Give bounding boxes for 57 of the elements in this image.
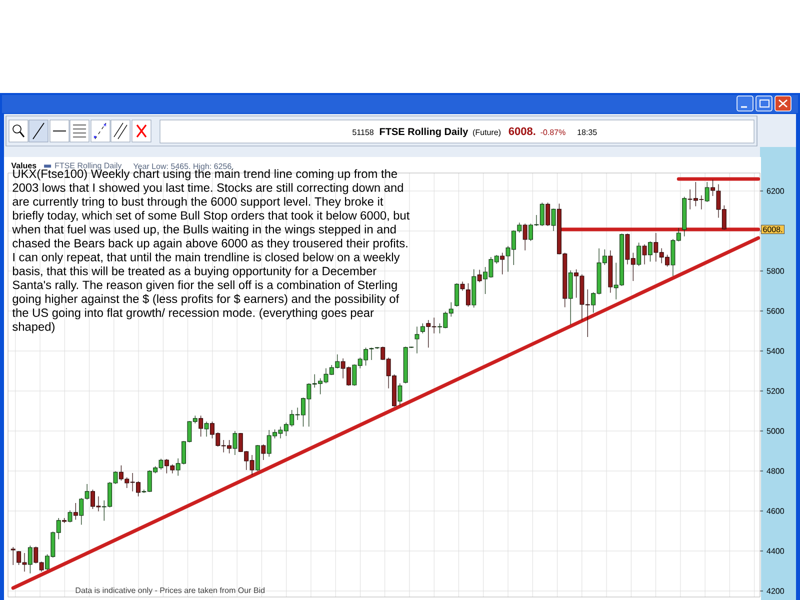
candlestick xyxy=(39,561,44,572)
y-tick-label: 4200 xyxy=(766,588,784,594)
candlestick xyxy=(10,546,16,566)
y-tick-label: 6200 xyxy=(766,188,784,194)
text: FTSE Rolling Daily xyxy=(55,162,122,170)
candlestick xyxy=(398,383,402,406)
annotation: 6008. xyxy=(763,226,782,232)
candlestick xyxy=(79,498,84,526)
candlestick xyxy=(477,269,482,282)
legend-title: Values xyxy=(11,162,36,168)
candlestick xyxy=(73,502,78,520)
text: 18:35 xyxy=(578,129,597,136)
candlestick xyxy=(551,208,556,232)
candlestick xyxy=(500,252,505,275)
candlestick xyxy=(62,518,67,524)
text: Year Low: 5465. High: 6256. xyxy=(133,163,234,171)
y-tick-label: 4400 xyxy=(766,548,784,554)
candlestick xyxy=(608,250,613,294)
text: (Future) xyxy=(473,129,501,137)
text: -0.87% xyxy=(540,129,566,136)
chart-title: FTSE Rolling Daily xyxy=(380,128,468,138)
candlestick xyxy=(648,241,652,262)
candlestick xyxy=(232,430,238,456)
candlestick xyxy=(454,282,460,307)
candlestick xyxy=(68,510,72,523)
candlestick xyxy=(546,202,550,226)
candlestick xyxy=(466,282,470,307)
y-tick-label: 5800 xyxy=(766,268,784,274)
candlestick xyxy=(84,484,90,500)
candlestick xyxy=(704,182,710,202)
candlestick xyxy=(198,415,204,437)
y-tick-label: 4800 xyxy=(766,468,784,474)
candlestick xyxy=(34,546,38,564)
y-tick-label: 5200 xyxy=(766,388,784,394)
candlestick xyxy=(414,326,420,354)
annotation: Data is indicative only - Prices are taken from Our Bid xyxy=(76,587,265,595)
candlestick xyxy=(16,550,22,566)
candlestick xyxy=(472,268,476,308)
y-tick-label: 5600 xyxy=(766,308,784,314)
text: UKX(Ftse100) Weekly chart using the main trend line coming up from the 2003 lows that I showed you last time. Stocks are still correcting down and are currently tring to bust through the 6000 support level. They broke it briefly today, which set of some Bull Stop orders that took it below 6000, but when that fuel was used up, the Bulls waiting in the wings stepped in and chased the Bears back up again above 6000 as they trousered their profits. I can only repeat, that until the main trendline is closed below on a weekly basis, that this will be treated as a buying opportunity for a December Santa's rally. The reason given fior the sell off is a combination of Sterling going higher against the $ (less profits for $ earners) and the possibility of the US going into flat growth/ recession mode. (everything goes pear shaped) xyxy=(12,169,410,334)
candlestick xyxy=(636,242,642,266)
y-tick-label: 4600 xyxy=(766,508,784,514)
text: 51158 xyxy=(352,129,374,136)
candlestick xyxy=(420,323,425,334)
y-tick-label: 5000 xyxy=(766,428,784,434)
candlestick xyxy=(261,444,266,460)
candlestick xyxy=(642,244,647,265)
candlestick xyxy=(28,545,32,574)
candlestick xyxy=(682,196,687,237)
candlestick xyxy=(204,421,209,437)
candlestick xyxy=(460,281,465,292)
candlestick xyxy=(568,270,573,325)
candlestick xyxy=(255,444,260,472)
candlestick xyxy=(22,552,27,572)
text: 6008. xyxy=(508,127,536,136)
y-tick-label: 5400 xyxy=(766,348,784,354)
candlestick xyxy=(522,223,528,251)
